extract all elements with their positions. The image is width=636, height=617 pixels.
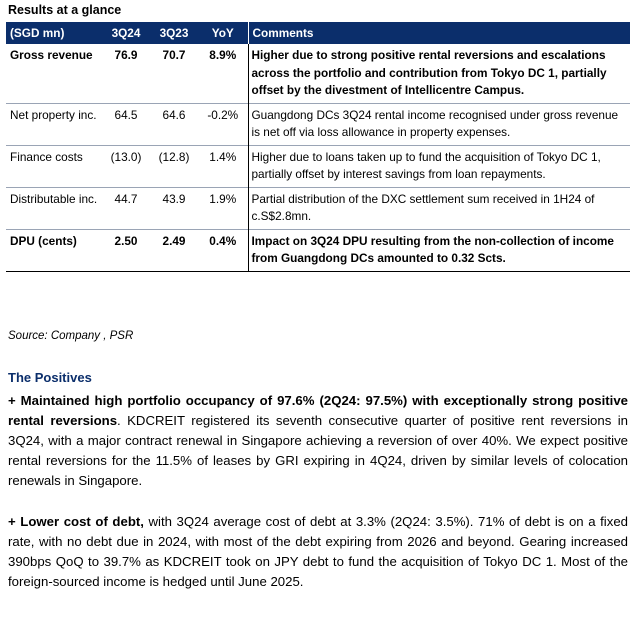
- value-3q24: 2.50: [102, 228, 150, 272]
- header-metric: (SGD mn): [6, 22, 102, 44]
- table-row: Distributable inc. 44.7 43.9 1.9% Partia…: [6, 186, 630, 229]
- paragraph-cost-of-debt-body: with 3Q24 average cost of debt at 3.3% (…: [8, 514, 628, 589]
- value-3q24: 44.7: [102, 186, 150, 229]
- row-label: Net property inc.: [6, 102, 102, 145]
- paragraph-cost-of-debt: + Lower cost of debt, with 3Q24 average …: [8, 512, 628, 592]
- row-label: Finance costs: [6, 144, 102, 187]
- row-comment: Higher due to loans taken up to fund the…: [247, 144, 630, 187]
- value-3q23: 64.6: [150, 102, 198, 145]
- table-row: Finance costs (13.0) (12.8) 1.4% Higher …: [6, 144, 630, 187]
- table-row: Gross revenue 76.9 70.7 8.9% Higher due …: [6, 44, 630, 103]
- value-yoy: 1.4%: [198, 144, 248, 187]
- row-comment: Guangdong DCs 3Q24 rental income recogni…: [247, 102, 630, 145]
- paragraph-cost-of-debt-lead: + Lower cost of debt,: [8, 514, 144, 529]
- row-comment: Higher due to strong positive rental rev…: [247, 44, 630, 103]
- positives-heading: The Positives: [8, 370, 92, 385]
- row-label: Gross revenue: [10, 48, 93, 62]
- value-3q23: 70.7: [162, 48, 186, 62]
- value-yoy: -0.2%: [198, 102, 248, 145]
- value-yoy: 0.4%: [198, 228, 248, 272]
- row-comment: Impact on 3Q24 DPU resulting from the no…: [247, 228, 630, 272]
- row-label: DPU (cents): [6, 228, 102, 272]
- row-label: Distributable inc.: [6, 186, 102, 229]
- value-3q23: 2.49: [150, 228, 198, 272]
- results-table: (SGD mn) 3Q24 3Q23 YoY Comments Gross re…: [6, 22, 630, 272]
- row-comment: Partial distribution of the DXC settleme…: [247, 186, 630, 229]
- value-3q24: 76.9: [114, 48, 138, 62]
- table-row: DPU (cents) 2.50 2.49 0.4% Impact on 3Q2…: [6, 228, 630, 272]
- header-yoy: YoY: [198, 22, 248, 44]
- paragraph-occupancy-body: . KDCREIT registered its seventh consecu…: [8, 413, 628, 488]
- table-header-row: (SGD mn) 3Q24 3Q23 YoY Comments: [6, 22, 630, 44]
- paragraph-occupancy: + Maintained high portfolio occupancy of…: [8, 391, 628, 491]
- value-yoy: 8.9%: [209, 48, 237, 62]
- value-yoy: 1.9%: [198, 186, 248, 229]
- table-title: Results at a glance: [8, 3, 122, 17]
- table-row: Net property inc. 64.5 64.6 -0.2% Guangd…: [6, 102, 630, 145]
- paragraph-occupancy-lead: + Maintained high portfolio occupancy of…: [8, 393, 628, 428]
- value-3q24: (13.0): [102, 144, 150, 187]
- header-comments: Comments: [247, 22, 630, 44]
- header-3q23: 3Q23: [150, 22, 198, 44]
- value-3q23: (12.8): [150, 144, 198, 187]
- value-3q24: 64.5: [102, 102, 150, 145]
- header-3q24: 3Q24: [102, 22, 150, 44]
- value-3q23: 43.9: [150, 186, 198, 229]
- source-note: Source: Company , PSR: [8, 330, 134, 342]
